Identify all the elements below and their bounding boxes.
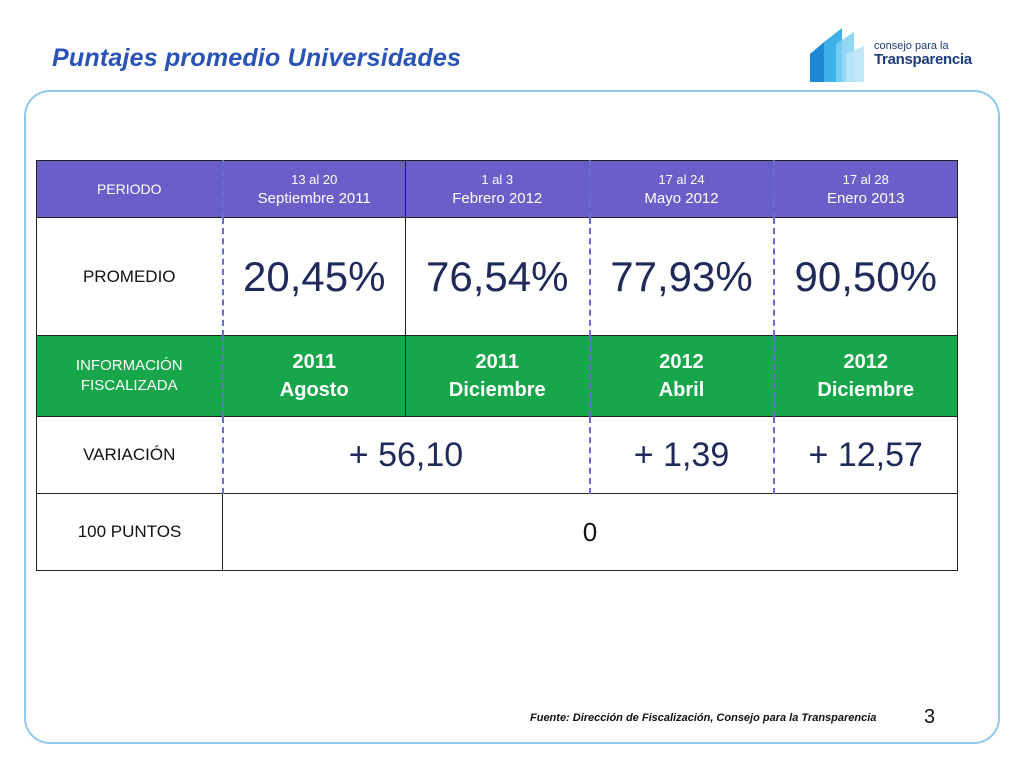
period-cell-4: 17 al 28 Enero 2013 xyxy=(772,160,958,218)
table-row-promedio: PROMEDIO 20,45% 76,54% 77,93% 90,50% xyxy=(36,217,958,336)
info-cell-2: 2011 Diciembre xyxy=(405,335,590,417)
period-month: Mayo xyxy=(644,189,682,207)
info-month: Abril xyxy=(658,379,705,401)
puntos-value: 0 xyxy=(222,493,958,571)
table-row-periodo: PERIODO 13 al 20 Septiembre 2011 1 al 3 … xyxy=(36,160,958,218)
info-month: Diciembre xyxy=(448,379,546,401)
info-month: Diciembre xyxy=(817,379,915,401)
table-row-informacion: INFORMACIÓN FISCALIZADA 2011 Agosto 2011… xyxy=(36,335,958,417)
period-month: Febrero xyxy=(452,189,505,207)
info-cell-4: 2012 Diciembre xyxy=(772,335,958,417)
info-month: Agosto xyxy=(279,379,349,401)
informacion-label: INFORMACIÓN FISCALIZADA xyxy=(36,335,223,417)
period-cell-3: 17 al 24 Mayo 2012 xyxy=(588,160,774,218)
period-dates: 17 al 28 xyxy=(842,171,889,187)
puntos-label: 100 PUNTOS xyxy=(36,493,223,571)
logo: consejo para la Transparencia xyxy=(806,24,976,84)
page-number: 3 xyxy=(924,706,936,728)
period-year: 2012 xyxy=(508,189,543,207)
promedio-value: 76,54% xyxy=(405,217,590,336)
promedio-value: 90,50% xyxy=(772,217,958,336)
period-cell-2: 1 al 3 Febrero 2012 xyxy=(405,160,590,218)
info-cell-1: 2011 Agosto xyxy=(221,335,406,417)
source-note: Fuente: Dirección de Fiscalización, Cons… xyxy=(530,712,877,724)
period-month: Enero xyxy=(826,189,867,207)
table-row-puntos: 100 PUNTOS 0 xyxy=(36,493,958,571)
logo-line1: consejo para la xyxy=(874,40,949,52)
promedio-value: 20,45% xyxy=(221,217,406,336)
period-month: Septiembre xyxy=(257,189,335,207)
logo-mark-icon xyxy=(810,28,864,82)
slide-title: Puntajes promedio Universidades xyxy=(52,44,462,72)
period-cell-1: 13 al 20 Septiembre 2011 xyxy=(221,160,406,218)
period-dates: 17 al 24 xyxy=(658,171,705,187)
variacion-value: + 1,39 xyxy=(588,416,774,494)
scores-table: PERIODO 13 al 20 Septiembre 2011 1 al 3 … xyxy=(36,160,958,571)
variacion-label: VARIACIÓN xyxy=(36,416,223,494)
informacion-label-line2: FISCALIZADA xyxy=(80,377,178,394)
variacion-value: + 12,57 xyxy=(772,416,958,494)
info-year: 2012 xyxy=(843,351,889,373)
info-year: 2011 xyxy=(292,351,336,373)
content-frame xyxy=(24,90,1000,744)
table-row-variacion: VARIACIÓN + 56,10 + 1,39 + 12,57 xyxy=(36,416,958,494)
logo-line2: Transparencia xyxy=(874,51,972,68)
period-dates: 13 al 20 xyxy=(291,171,338,187)
period-year: 2011 xyxy=(338,189,371,207)
period-year: 2013 xyxy=(871,189,905,207)
promedio-value: 77,93% xyxy=(588,217,774,336)
periodo-label: PERIODO xyxy=(36,160,223,218)
period-dates: 1 al 3 xyxy=(481,171,514,187)
info-year: 2012 xyxy=(659,351,704,373)
promedio-label: PROMEDIO xyxy=(36,217,223,336)
period-year: 2012 xyxy=(685,189,719,207)
info-year: 2011 xyxy=(475,351,519,373)
variacion-value: + 56,10 xyxy=(221,416,590,494)
info-cell-3: 2012 Abril xyxy=(588,335,774,417)
informacion-label-line1: INFORMACIÓN xyxy=(75,357,183,374)
